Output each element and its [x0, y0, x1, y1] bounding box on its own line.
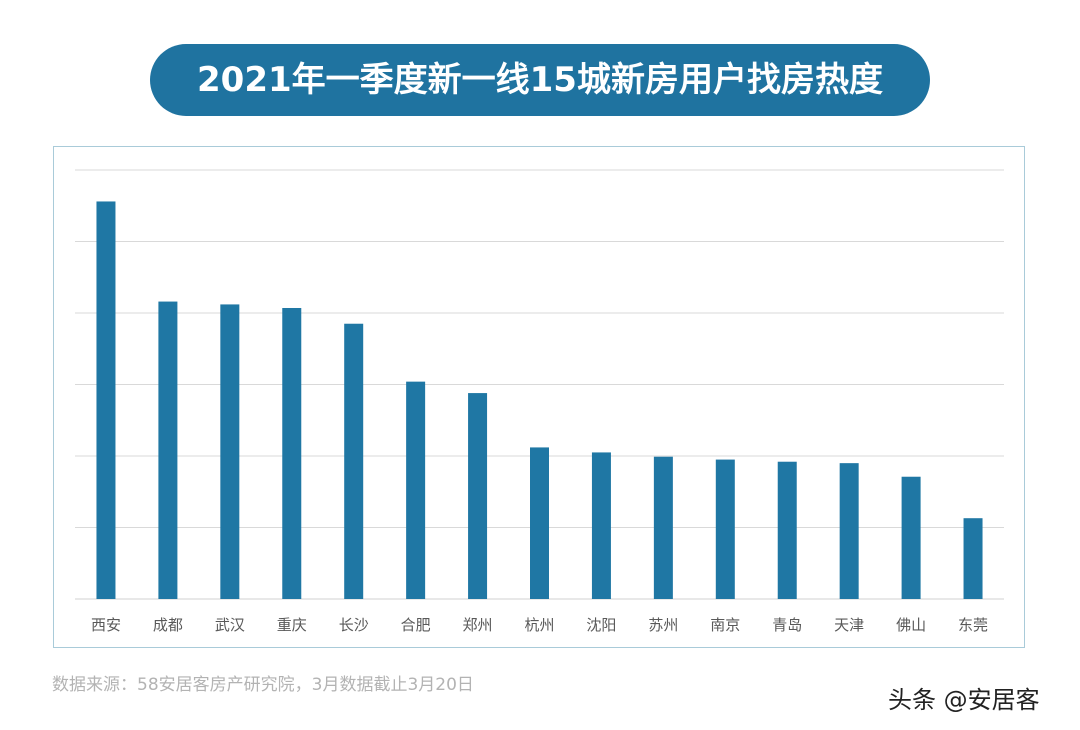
- bar-13: [839, 463, 859, 599]
- category-label-12: 青岛: [772, 616, 802, 634]
- category-label-10: 苏州: [648, 616, 678, 634]
- bar-3: [220, 304, 240, 599]
- category-label-5: 长沙: [339, 616, 369, 634]
- category-label-6: 合肥: [401, 616, 431, 634]
- category-label-4: 重庆: [277, 616, 307, 634]
- category-label-2: 成都: [153, 616, 183, 634]
- bar-1: [96, 201, 116, 599]
- bar-11: [715, 459, 735, 599]
- bar-8: [530, 447, 549, 599]
- category-label-15: 东莞: [958, 616, 988, 634]
- chart-frame: 西安 成都 武汉 重庆 长沙 合肥 郑州 杭州 沈阳 苏州 南京 青岛 天津 佛山 东莞: [53, 146, 1025, 648]
- category-label-7: 郑州: [463, 616, 493, 634]
- bar-7: [468, 393, 488, 599]
- bar-14: [901, 476, 921, 599]
- bar-2: [158, 301, 178, 599]
- bar-15: [963, 518, 983, 599]
- category-label-11: 南京: [710, 616, 740, 634]
- bars: [96, 201, 983, 599]
- category-labels: 西安 成都 武汉 重庆 长沙 合肥 郑州 杭州 沈阳 苏州 南京 青岛 天津 佛山 东莞: [91, 616, 988, 634]
- bar-12: [777, 461, 797, 599]
- chart-title-banner: 2021年一季度新一线15城新房用户找房热度: [150, 44, 930, 116]
- bar-chart: 西安 成都 武汉 重庆 长沙 合肥 郑州 杭州 沈阳 苏州 南京 青岛 天津 佛山 东莞: [75, 169, 1004, 634]
- source-note: 数据来源：58安居客房产研究院，3月数据截止3月20日: [52, 675, 474, 695]
- bar-10: [653, 456, 673, 599]
- category-label-8: 杭州: [524, 616, 554, 634]
- bar-4: [282, 307, 302, 599]
- category-label-3: 武汉: [215, 616, 245, 634]
- bar-5: [344, 323, 364, 599]
- bar-6: [406, 381, 426, 599]
- category-label-13: 天津: [834, 616, 864, 634]
- category-label-9: 沈阳: [586, 616, 616, 634]
- watermark: 头条 @安居客: [888, 686, 1040, 714]
- category-label-14: 佛山: [896, 616, 926, 634]
- bar-9: [591, 452, 611, 599]
- chart-title: 2021年一季度新一线15城新房用户找房热度: [197, 60, 883, 100]
- category-label-1: 西安: [91, 616, 121, 634]
